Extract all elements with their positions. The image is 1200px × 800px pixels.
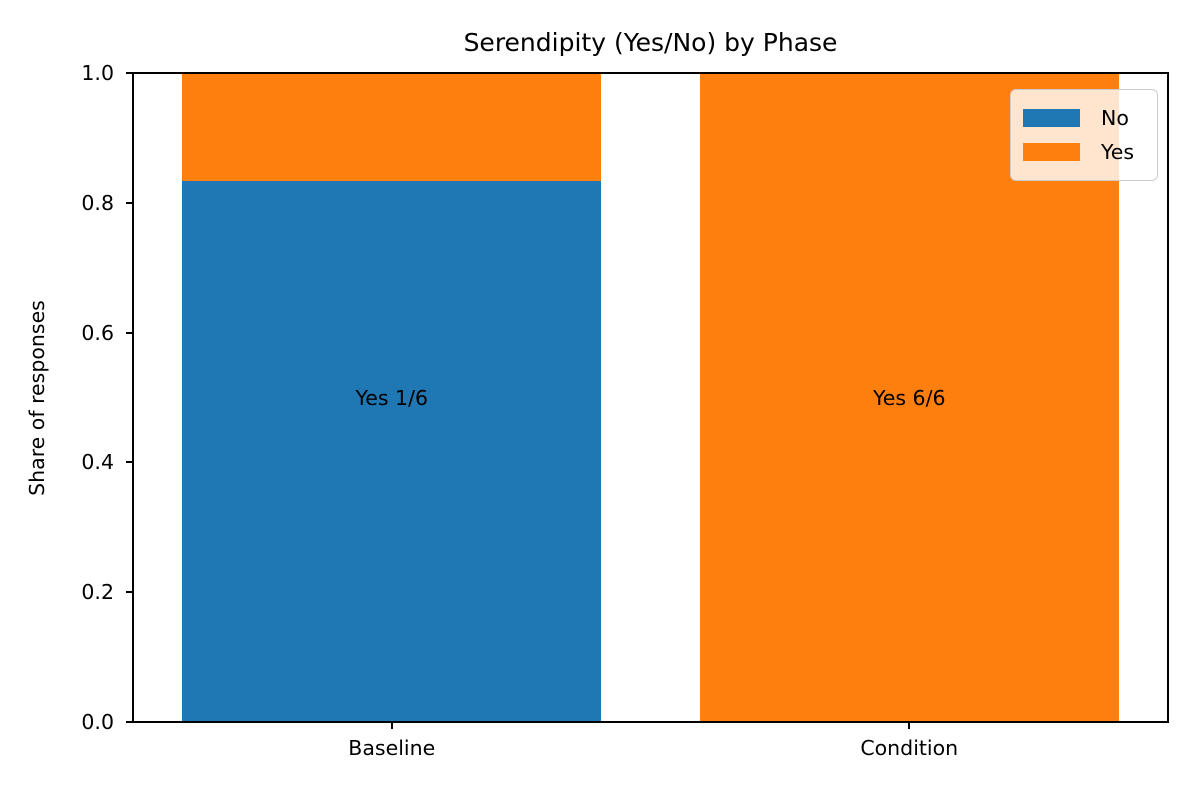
legend-label: No: [1101, 106, 1129, 130]
legend-entry-no: No: [1023, 106, 1145, 130]
y-tick-mark: [126, 201, 133, 204]
legend-swatch-no: [1023, 109, 1080, 127]
bar-condition-yes: [700, 73, 1119, 722]
y-tick-label: 0.8: [81, 190, 114, 215]
legend-entry-yes: Yes: [1023, 140, 1145, 164]
bar-baseline-yes: [182, 73, 601, 182]
bar-annotation: Yes 6/6: [872, 385, 946, 410]
y-tick-label: 0.6: [81, 320, 114, 345]
x-tick-mark: [908, 722, 911, 729]
y-tick-mark: [126, 721, 133, 723]
y-tick-label: 0.0: [81, 710, 114, 734]
y-tick-mark: [126, 331, 133, 334]
x-tick-label-baseline: Baseline: [348, 736, 436, 760]
y-tick-mark: [126, 461, 133, 464]
plot-area: [133, 73, 1168, 722]
chart-title: Serendipity (Yes/No) by Phase: [463, 28, 838, 57]
bar-baseline-no: [182, 181, 601, 722]
legend-swatch-yes: [1023, 143, 1080, 161]
y-tick-label: 1.0: [81, 61, 114, 85]
y-tick-label: 0.2: [81, 580, 114, 605]
x-tick-mark: [390, 722, 393, 729]
y-tick-mark: [126, 72, 133, 74]
legend-label: Yes: [1101, 140, 1135, 164]
y-tick-label: 0.4: [81, 450, 114, 475]
y-tick-mark: [126, 591, 133, 594]
bar-annotation: Yes 1/6: [355, 385, 429, 410]
legend: No Yes: [1010, 89, 1158, 181]
x-tick-label-condition: Condition: [860, 736, 959, 760]
